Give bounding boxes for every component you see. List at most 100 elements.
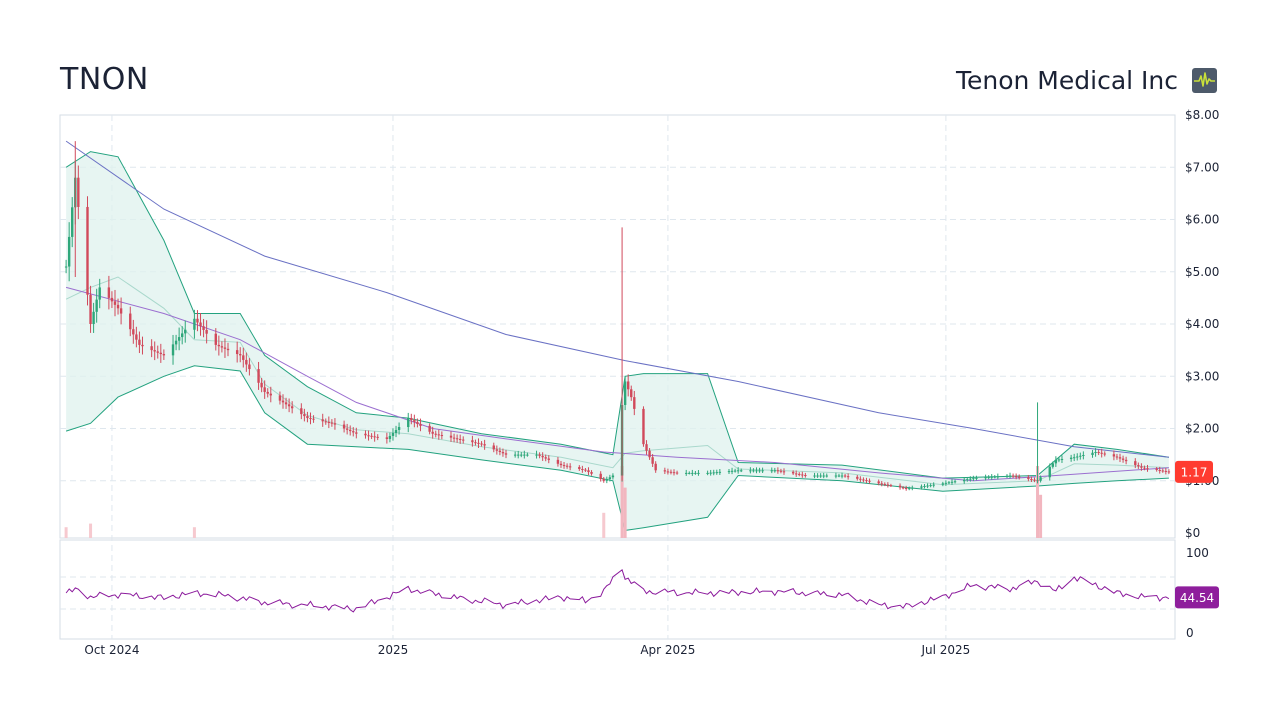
- candle-body: [135, 334, 138, 340]
- candle-body: [367, 435, 370, 437]
- rsi-line: [65, 568, 1170, 613]
- candle-body: [886, 484, 890, 486]
- candle-body: [388, 435, 392, 439]
- candle-body: [202, 326, 205, 330]
- candle-body: [171, 344, 175, 356]
- candle-body: [1100, 452, 1103, 454]
- candle-body: [86, 206, 89, 295]
- candle-body: [547, 458, 550, 460]
- candle-body: [330, 422, 334, 424]
- candle-body: [452, 437, 456, 439]
- candle-body: [64, 266, 68, 268]
- candle-body: [856, 476, 859, 479]
- candle-body: [706, 472, 709, 474]
- candle-body: [709, 472, 712, 474]
- volume-bar: [620, 466, 624, 538]
- candle-body: [1137, 465, 1140, 467]
- candle-body: [645, 444, 648, 451]
- candle-body: [495, 449, 499, 451]
- candle-body: [333, 423, 337, 425]
- candle-body: [599, 473, 602, 480]
- x-tick-label: Apr 2025: [640, 643, 695, 657]
- candle-body: [269, 393, 272, 396]
- candle-body: [284, 402, 288, 405]
- candle-body: [880, 483, 883, 485]
- candle-body: [953, 481, 957, 483]
- candle-body: [993, 476, 996, 478]
- candle-body: [877, 481, 880, 484]
- candle-body: [373, 436, 376, 438]
- candle-body: [688, 472, 691, 474]
- candle-body: [1014, 476, 1018, 478]
- candle-body: [513, 454, 517, 456]
- candle-body: [862, 479, 865, 481]
- y-tick-label: $5.00: [1185, 265, 1219, 279]
- candle-body: [113, 301, 117, 305]
- x-tick-label: Jul 2025: [920, 643, 970, 657]
- candle-body: [107, 287, 111, 298]
- y-tick-label: $4.00: [1185, 317, 1219, 331]
- candle-body: [987, 477, 990, 479]
- candle-body: [431, 431, 434, 434]
- candle-body: [1039, 477, 1042, 481]
- candle-body: [749, 470, 752, 472]
- candle-body: [648, 450, 651, 458]
- candle-body: [471, 440, 474, 443]
- candle-body: [174, 340, 178, 345]
- candle-body: [761, 470, 764, 472]
- candle-body: [1069, 457, 1073, 459]
- candle-body: [483, 444, 486, 446]
- candle-body: [180, 333, 184, 338]
- candle-body: [990, 476, 993, 478]
- candle-body: [581, 468, 584, 470]
- candle-body: [407, 418, 410, 428]
- candle-body: [1134, 461, 1137, 466]
- candle-body: [385, 437, 389, 439]
- candle-body: [1121, 458, 1125, 460]
- candle-body: [266, 391, 269, 394]
- ticker-symbol: TNON: [60, 62, 149, 97]
- candle-body: [260, 382, 263, 388]
- candle-body: [715, 472, 718, 474]
- candle-body: [287, 404, 291, 407]
- candle-body: [303, 414, 306, 417]
- candle-body: [630, 389, 633, 398]
- moving-average-short-line: [65, 286, 1169, 482]
- candle-body: [355, 432, 358, 434]
- candle-body: [691, 472, 694, 474]
- candle-body: [1027, 477, 1030, 480]
- candle-body: [239, 354, 242, 356]
- candle-body: [376, 436, 379, 438]
- candle-body: [394, 429, 398, 433]
- candle-body: [904, 488, 908, 490]
- candle-body: [217, 344, 221, 347]
- candle-body: [177, 337, 181, 341]
- volume-bar: [64, 527, 68, 538]
- candle-body: [290, 406, 294, 409]
- candle-body: [727, 471, 731, 473]
- rsi-y-tick-label: 100: [1186, 546, 1209, 560]
- candle-body: [819, 475, 822, 477]
- candle-body: [162, 354, 166, 356]
- candle-body: [77, 177, 80, 207]
- candle-body: [804, 475, 807, 477]
- candle-body: [813, 475, 816, 477]
- pulse-icon: [1192, 68, 1217, 93]
- candle-body: [773, 470, 777, 472]
- candle-body: [520, 454, 523, 456]
- candle-body: [611, 475, 615, 478]
- candle-body: [235, 350, 239, 355]
- candle-body: [300, 408, 303, 415]
- candle-body: [449, 435, 453, 438]
- company-name: Tenon Medical Inc: [955, 66, 1178, 95]
- candle-body: [1051, 463, 1055, 467]
- candle-body: [623, 381, 627, 405]
- candle-body: [214, 333, 217, 345]
- y-tick-label: $2.00: [1185, 422, 1219, 436]
- candle-body: [889, 485, 893, 487]
- moving-average-long-line: [65, 140, 1169, 458]
- candle-body: [1005, 475, 1009, 477]
- candle-body: [278, 395, 282, 401]
- candle-body: [654, 463, 657, 471]
- y-tick-label: $7.00: [1185, 160, 1219, 174]
